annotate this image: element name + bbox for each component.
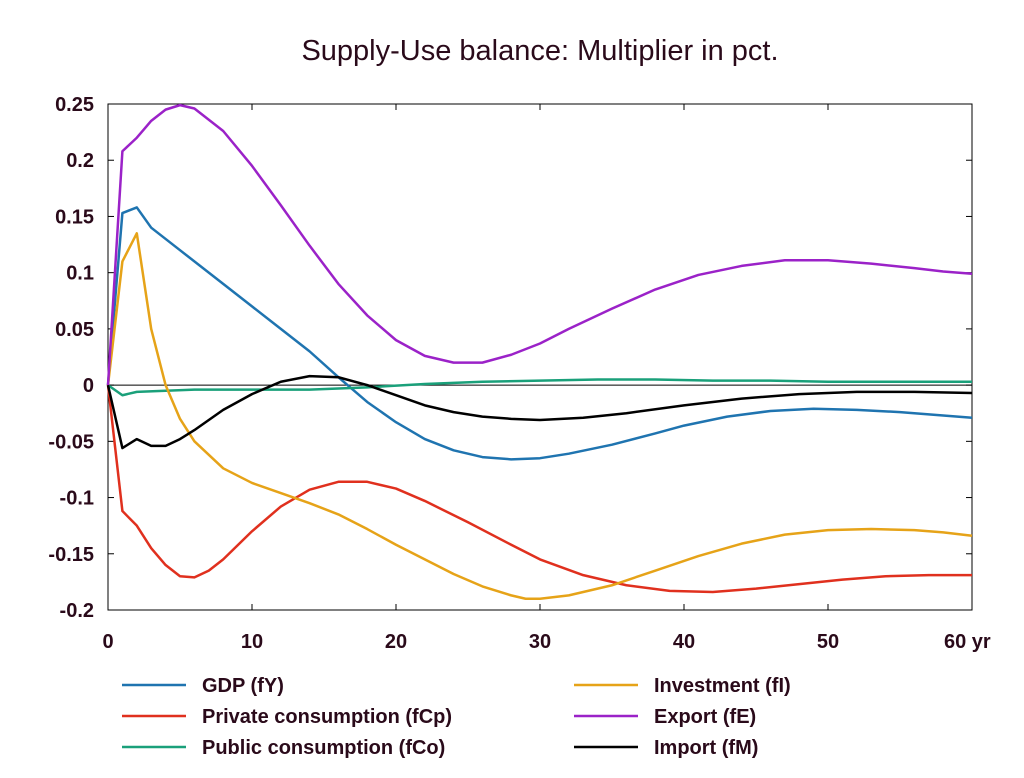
x-tick-label: 60 yr [944,631,991,653]
x-axis: 0 10 20 30 40 50 60 yr [102,104,991,653]
series-line-public-consumption-fco [107,378,972,397]
series-line-gdp-fy [106,206,973,461]
y-tick-label: -0.1 [60,488,94,510]
series-line-import-fm [106,374,973,450]
y-tick-label: 0.1 [66,263,94,285]
y-tick-label: 0.25 [55,94,94,116]
x-tick-label: 30 [529,631,551,653]
legend-label: Export (fE) [654,706,756,728]
x-tick-label: 50 [817,631,839,653]
y-tick-label: -0.15 [48,544,94,566]
y-axis: 0.25 0.2 0.15 0.1 0.05 0 -0.05 -0.1 -0.15 -0.2 [48,94,972,622]
y-tick-label: -0.05 [48,431,94,453]
legend-label: Investment (fI) [654,675,791,697]
y-tick-label: 0.15 [55,206,94,228]
legend-label: Private consumption (fCp) [202,706,452,728]
series-line-investment-fi [106,232,973,601]
legend: GDP (fY) Private consumption (fCp) Public … [122,675,791,759]
x-tick-label: 0 [102,631,113,653]
series-line-export-fe [106,103,973,386]
legend-label: GDP (fY) [202,675,284,697]
plot-frame [107,103,973,611]
y-tick-label: 0 [83,375,94,397]
series-group [106,103,973,601]
x-tick-label: 10 [241,631,263,653]
y-tick-label: 0.2 [66,150,94,172]
series-line-private-consumption-fcp [106,384,972,594]
legend-label: Public consumption (fCo) [202,737,445,759]
y-tick-label: -0.2 [60,600,94,622]
legend-label: Import (fM) [654,737,758,759]
chart-title: Supply-Use balance: Multiplier in pct. [301,35,778,67]
x-tick-label: 40 [673,631,695,653]
x-tick-label: 20 [385,631,407,653]
y-tick-label: 0.05 [55,319,94,341]
